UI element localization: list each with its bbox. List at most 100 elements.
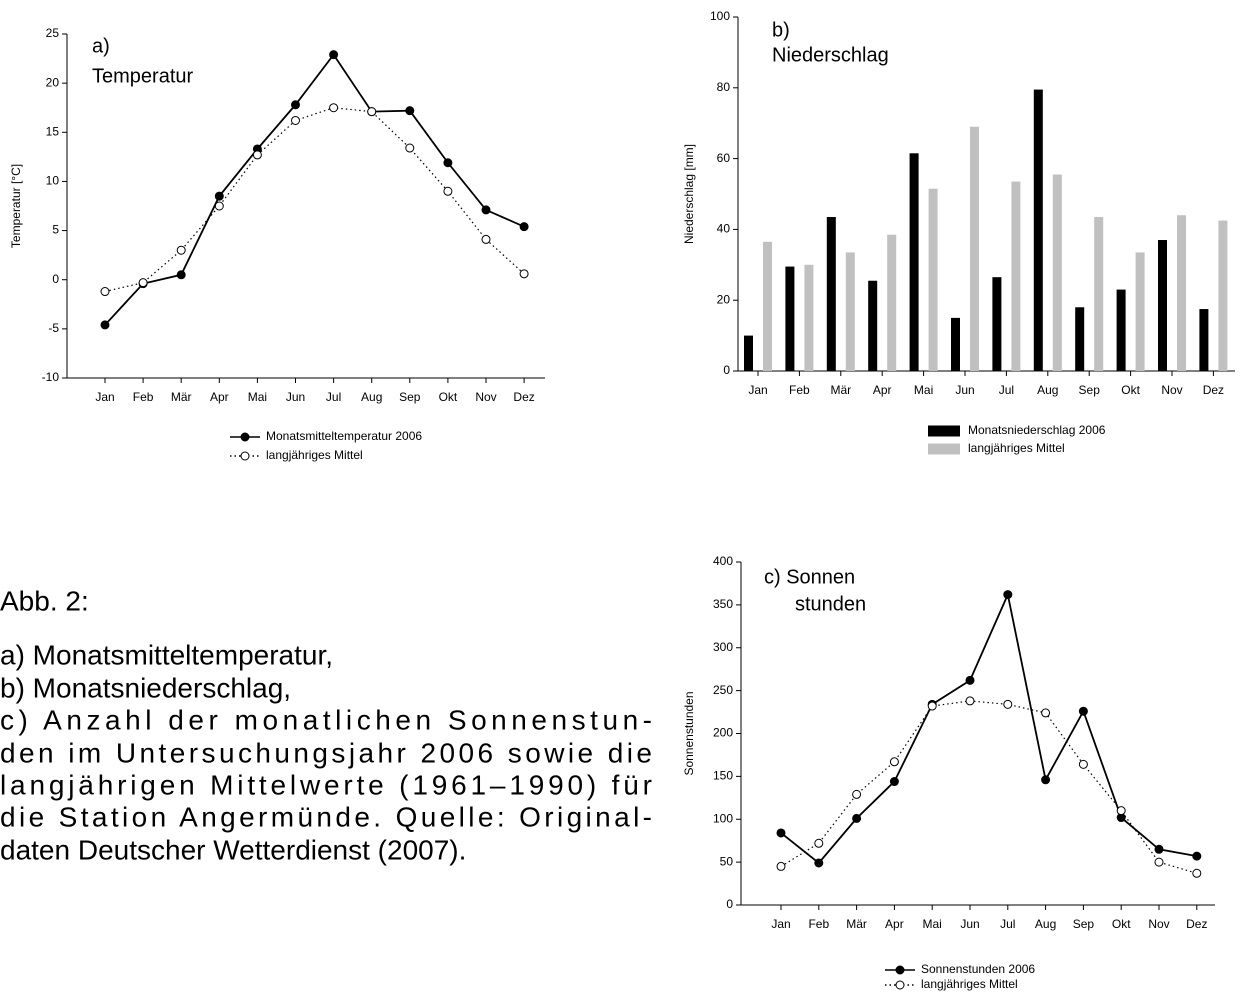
y-tick-label: 350 [713, 597, 733, 611]
point [1192, 868, 1202, 878]
x-tick-label: Apr [210, 390, 229, 404]
x-tick-label: Nov [1148, 917, 1169, 931]
point [1041, 708, 1051, 718]
legend-marker [895, 980, 905, 990]
x-tick-label: Nov [1161, 383, 1182, 397]
x-tick-label: Mär [830, 383, 851, 397]
point [1003, 590, 1013, 600]
y-axis-label: Sonnenstunden [682, 691, 696, 775]
y-tick-label: 400 [713, 554, 733, 568]
bar [1116, 289, 1126, 371]
y-tick-label: 25 [46, 26, 60, 40]
y-tick-label: 15 [46, 124, 60, 138]
x-tick-label: Apr [873, 383, 892, 397]
y-axis-label: Niederschlag [mm] [682, 144, 696, 244]
y-tick-label: 40 [717, 222, 731, 236]
panel-label: Niederschlag [772, 44, 889, 66]
bar [826, 217, 836, 371]
y-tick-label: 100 [710, 9, 730, 23]
series-line [780, 591, 1197, 865]
y-tick-label: 0 [52, 272, 59, 286]
x-tick-label: Apr [885, 917, 904, 931]
point [1154, 844, 1164, 854]
point [291, 115, 300, 125]
x-tick-label: Jul [999, 383, 1014, 397]
caption-line: c) Anzahl der monatlichen Sonnenstun- [0, 704, 652, 735]
x-tick-label: Jul [326, 390, 341, 404]
x-tick-label: Dez [1203, 383, 1224, 397]
bar [804, 264, 814, 371]
x-tick-label: Feb [808, 917, 829, 931]
bar [1011, 181, 1021, 371]
legend-label: langjähriges Mittel [968, 441, 1065, 455]
point [481, 234, 491, 244]
point [927, 701, 937, 711]
x-tick-label: Jun [286, 390, 305, 404]
y-tick-label: 80 [717, 80, 731, 94]
x-tick-label: Jun [960, 917, 979, 931]
x-tick-label: Jun [955, 383, 974, 397]
point [1192, 851, 1202, 861]
point [889, 777, 899, 787]
bar [1218, 220, 1228, 371]
series-line [104, 53, 525, 326]
legend-label: Monatsmitteltemperatur 2006 [266, 429, 422, 443]
x-tick-label: Feb [789, 383, 810, 397]
bar [763, 241, 772, 371]
bar [1199, 309, 1209, 371]
point [214, 191, 224, 201]
x-tick-label: Jan [748, 383, 767, 397]
point [965, 675, 975, 685]
series-line [780, 700, 1197, 874]
point [138, 278, 148, 288]
y-tick-label: 250 [713, 683, 733, 697]
panel-label: b) [772, 19, 790, 41]
y-tick-label: 200 [713, 726, 733, 740]
caption-line: b) Monatsniederschlag, [0, 672, 291, 703]
y-tick-label: 60 [717, 151, 731, 165]
point [519, 222, 529, 232]
point [889, 757, 899, 767]
point [367, 107, 377, 117]
point [291, 100, 300, 110]
bar [1052, 174, 1062, 371]
legend-label: Monatsniederschlag 2006 [968, 423, 1106, 437]
point [329, 50, 339, 60]
bar [868, 280, 878, 371]
caption-line: langjährigen Mittelwerte (1961–1990) für [0, 769, 652, 800]
point [965, 696, 975, 706]
point [852, 789, 862, 799]
bar [992, 277, 1002, 371]
point [481, 205, 491, 215]
x-tick-label: Aug [1037, 383, 1058, 397]
bar [1158, 240, 1167, 371]
point [1078, 706, 1088, 716]
caption-line: daten Deutscher Wetterdienst (2007). [0, 834, 466, 865]
panel-label: c) Sonnen [764, 566, 855, 588]
legend-marker [240, 451, 250, 461]
point [100, 320, 110, 330]
x-tick-label: Feb [133, 390, 154, 404]
bar [951, 317, 960, 371]
x-tick-label: Nov [475, 390, 496, 404]
x-tick-label: Jan [771, 917, 790, 931]
legend-swatch [928, 425, 960, 437]
x-tick-label: Dez [513, 390, 534, 404]
x-tick-label: Jul [1000, 917, 1015, 931]
point [1041, 775, 1051, 785]
series-line [104, 107, 525, 293]
point [100, 287, 110, 297]
x-tick-label: Mai [923, 917, 942, 931]
point [814, 858, 824, 868]
legend-swatch [928, 443, 960, 455]
y-axis-label: Temperatur [°C] [9, 164, 23, 248]
point [776, 861, 786, 871]
y-tick-label: -10 [42, 370, 60, 384]
caption-line: a) Monatsmitteltemperatur, [0, 639, 333, 670]
bar [744, 335, 753, 371]
bar [928, 188, 938, 371]
y-tick-label: -5 [48, 321, 59, 335]
point [405, 143, 415, 153]
x-tick-label: Sep [399, 390, 421, 404]
